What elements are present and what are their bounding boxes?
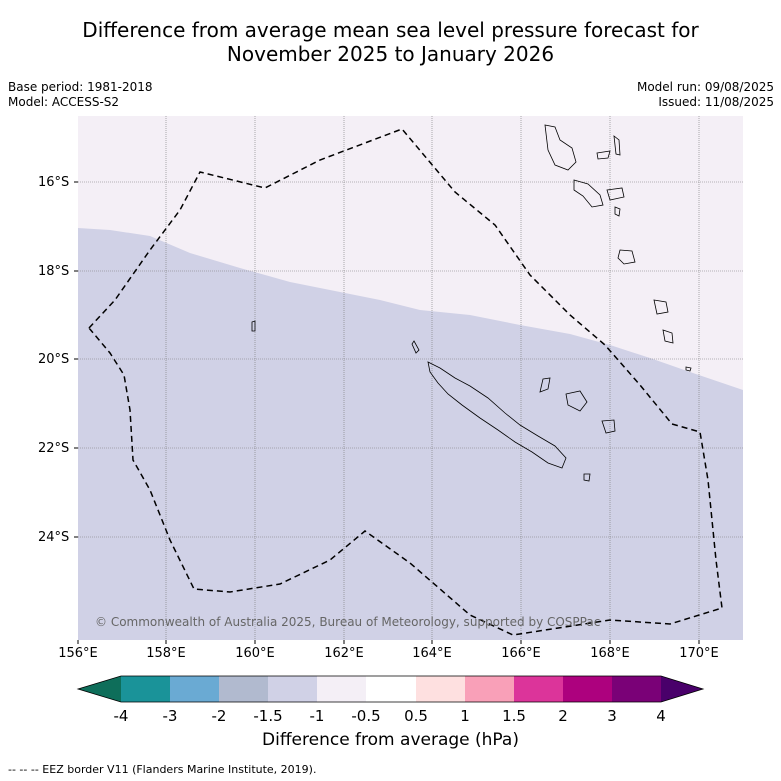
map-title: Difference from average mean sea level p… [0,18,781,66]
colorbar-tick-label: 0.5 [404,707,428,725]
land-outlines [251,124,692,482]
vanuatu-santo [544,124,577,171]
base-period: Base period: 1981-2018 [8,80,153,94]
loyalty-mare [601,419,616,434]
vanuatu-malekula [573,179,604,208]
colorbar-bin [563,676,612,702]
colorbar-tick-label: -2 [211,707,227,725]
colorbar-tick-label: -0.5 [351,707,381,725]
colorbar-tick-label: -1 [309,707,325,725]
colorbar-bin [170,676,219,702]
lon-label: 168°E [590,646,630,661]
small-island-1 [251,320,256,332]
colorbar-bin [317,676,366,702]
colorbar-tick-label: 1 [460,707,470,725]
walpole-island [685,366,692,372]
colorbar-bin [416,676,465,702]
vanuatu-ambae [596,150,611,160]
colorbar-bin [465,676,514,702]
colorbar-under-arrow [78,676,121,702]
axis-ticks [74,181,700,644]
copyright-text: © Commonwealth of Australia 2025, Bureau… [95,615,600,629]
lat-label: 22°S [38,441,70,456]
issued-date: Issued: 11/08/2025 [658,95,774,109]
meta-left: Base period: 1981-2018 Model: ACCESS-S2 [8,80,153,110]
colorbar [76,675,705,703]
colorbar-bin [514,676,563,702]
lat-label: 20°S [38,352,70,367]
lat-label: 16°S [38,175,70,190]
new-caledonia-main [427,361,567,469]
vanuatu-erromango [653,299,669,315]
lon-label: 170°E [679,646,719,661]
title-line-2: November 2025 to January 2026 [226,42,555,66]
colorbar-outline [76,675,705,703]
colorbar-title: Difference from average (hPa) [262,730,519,750]
lon-label: 158°E [146,646,186,661]
isle-of-pines [583,473,591,482]
vanuatu-tanna [662,329,674,344]
lon-label: 160°E [235,646,275,661]
model-run: Model run: 09/08/2025 [636,80,774,94]
vanuatu-efate [617,249,636,265]
loyalty-lifou [565,390,588,412]
colorbar-tick-label: 4 [656,707,666,725]
colorbar-tick-label: -4 [113,707,129,725]
lon-label: 156°E [58,646,98,661]
lon-label: 166°E [501,646,541,661]
vanuatu-pentecost [606,187,625,201]
lon-label: 162°E [324,646,364,661]
loyalty-ouvea [539,377,551,393]
colorbar-tick-label: 2 [558,707,568,725]
vanuatu-maewo [613,135,621,156]
gridlines [78,116,743,640]
meta-right: Model run: 09/08/2025 Issued: 11/08/2025 [637,80,774,110]
colorbar-bin [268,676,317,702]
colorbar-tick-label: 1.5 [502,707,526,725]
colorbar-over-arrow [661,676,703,702]
belep-island [411,340,420,354]
colorbar-tick-label: -1.5 [253,707,283,725]
lat-label: 24°S [38,530,70,545]
eez-border [87,128,723,636]
colorbar-tick-label: 3 [607,707,617,725]
colorbar-tick-label: -3 [162,707,178,725]
colorbar-bin [121,676,170,702]
colorbar-bin [219,676,268,702]
model-name: Model: ACCESS-S2 [8,95,120,109]
lat-label: 18°S [38,264,70,279]
colorbar-bin [612,676,661,702]
title-line-1: Difference from average mean sea level p… [82,18,699,42]
lon-label: 164°E [412,646,452,661]
colorbar-bin [366,676,416,702]
eez-footnote: -- -- -- EEZ border V11 (Flanders Marine… [8,763,317,776]
vanuatu-epi [614,206,621,217]
